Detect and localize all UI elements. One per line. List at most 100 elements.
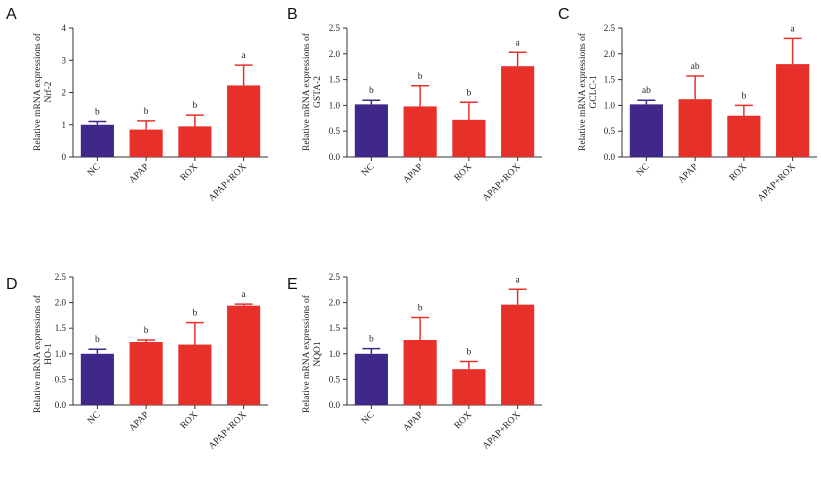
panel-a-ytick-label: 1 (62, 120, 67, 130)
panel-b-category-label: NC (360, 162, 376, 178)
panel-d-significance-label: a (242, 290, 247, 300)
panel-b-plot: 0.0 0.5 1.0 1.5 2.0 2.5 b NC b APAP b ROX a APAP+ROX (329, 23, 542, 204)
panel-c-bar (629, 104, 663, 157)
panel-e-ylabel-line2: NQO1 (313, 341, 323, 367)
panel-a-ylabel-line2: Nrf-2 (43, 81, 54, 102)
panel-b-category-label: APAP+ROX (481, 162, 523, 204)
panel-b-bar (403, 106, 437, 157)
panel-b-ylabel-line2: GSTA-2 (313, 76, 323, 108)
panel-c-ylabel-line1: Relative mRNA expressions of (577, 32, 588, 151)
panel-c-ytick-label: 0.5 (604, 126, 616, 136)
panel-c-ytick-label: 1.5 (604, 75, 616, 85)
panel-a-category-label: APAP (128, 162, 152, 186)
panel-c-bar (727, 115, 761, 157)
panel-a-ytick-label: 3 (62, 55, 67, 65)
panel-b-category-label: APAP (402, 162, 426, 186)
panel-c-bar (776, 64, 810, 157)
panel-d-ytick-label: 1.5 (55, 323, 67, 333)
panel-e-ytick-label: 2.5 (329, 272, 341, 282)
panel-e-significance-label: b (369, 335, 374, 345)
panel-d-significance-label: b (144, 326, 149, 336)
panel-b-ylabel-line1: Relative mRNA expressions of (301, 32, 312, 151)
panel-a-bar (129, 129, 163, 157)
panel-a-category-label: ROX (179, 162, 200, 183)
panel-b-ytick-label: 0.5 (329, 126, 341, 136)
panel-c-significance-label: ab (642, 86, 651, 96)
panel-c-plot: 0.0 0.5 1.0 1.5 2.0 2.5 ab NC ab APAP b ROX a APAP+RO… (604, 23, 817, 204)
panel-c-ytick-label: 0.0 (604, 152, 616, 162)
panel-b-ytick-label: 0.0 (329, 152, 341, 162)
panel-a-significance-label: b (144, 107, 149, 117)
panel-e-ytick-label: 1.0 (329, 349, 341, 359)
panel-d-ytick-label: 1.0 (55, 349, 67, 359)
panel-d-bar (129, 342, 163, 405)
panel-e-plot: 0.0 0.5 1.0 1.5 2.0 2.5 b NC b APAP b ROX a APAP+ROX (329, 272, 542, 452)
panel-a-ytick-label: 4 (62, 23, 67, 33)
panel-e-category-label: APAP (402, 410, 426, 434)
panel-b-bar (354, 104, 388, 157)
panel-c-ytick-label: 1.0 (604, 100, 616, 110)
panel-c-bar (678, 99, 712, 157)
panel-b-letter: B (287, 6, 298, 23)
panel-e-ytick-label: 0.5 (329, 374, 341, 384)
panel-d-letter: D (6, 276, 18, 293)
panel-b-category-label: ROX (453, 162, 474, 183)
panel-e-ylabel-line1: Relative mRNA expressions of (301, 294, 312, 413)
panel-d-significance-label: b (95, 335, 100, 345)
panel-a-category-label: APAP+ROX (207, 162, 249, 204)
panel-e-significance-label: b (418, 303, 423, 313)
panel-e-bar (452, 369, 486, 405)
panel-e-bar (354, 353, 388, 405)
panel-d-ytick-label: 2.0 (55, 298, 67, 308)
panel-a-significance-label: b (193, 101, 198, 111)
panel-c-letter: C (558, 6, 570, 23)
panel-a-ytick-label: 2 (62, 88, 67, 98)
panel-c-category-label: APAP (677, 162, 701, 186)
panel-d-ytick-label: 2.5 (55, 272, 67, 282)
panel-e-ytick-label: 0.0 (329, 400, 341, 410)
panel-e-category-label: ROX (453, 410, 474, 431)
panel-b-bar (452, 119, 486, 157)
panel-e-significance-label: b (467, 347, 472, 357)
panel-a-significance-label: b (95, 108, 100, 118)
panel-a-ytick-label: 0 (62, 152, 67, 162)
panel-e-ytick-label: 1.5 (329, 323, 341, 333)
panel-d-bar (178, 344, 212, 405)
panel-e-letter: E (287, 276, 298, 293)
panel-b-ytick-label: 2.0 (329, 49, 341, 59)
panel-e-significance-label: a (516, 275, 521, 285)
panel-a-bar (227, 85, 261, 157)
panel-a-significance-label: a (242, 51, 247, 61)
panel-e-category-label: NC (360, 410, 376, 426)
panel-b-ytick-label: 1.5 (329, 75, 341, 85)
panel-e-bar (501, 304, 535, 405)
panel-c-ytick-label: 2.5 (604, 23, 616, 33)
panel-c-category-label: ROX (728, 162, 749, 183)
panel-c-significance-label: a (791, 24, 796, 34)
panel-d-ylabel-line1: Relative mRNA expressions of (32, 294, 43, 413)
panel-b-bar (501, 66, 535, 157)
panel-c-ytick-label: 2.0 (604, 49, 616, 59)
panel-b-ytick-label: 1.0 (329, 100, 341, 110)
panel-e-bar (403, 339, 437, 405)
panel-d-category-label: APAP+ROX (207, 410, 249, 452)
panel-d-plot: 0.0 0.5 1.0 1.5 2.0 2.5 b NC b APAP b ROX a APAP+ROX (55, 272, 268, 452)
panel-d-ytick-label: 0.0 (55, 400, 67, 410)
panel-b-significance-label: b (418, 72, 423, 82)
panel-b-ytick-label: 2.5 (329, 23, 341, 33)
panel-a-category-label: NC (86, 162, 102, 178)
panel-c-category-label: NC (635, 162, 651, 178)
panel-b-significance-label: b (467, 88, 472, 98)
panel-d-ytick-label: 0.5 (55, 374, 67, 384)
panel-b: B Relative mRNA expressions of GSTA-2 0.… (287, 6, 542, 204)
panel-d: D Relative mRNA expressions of HO-1 0.00… (6, 272, 268, 452)
panel-a-plot: 0 1 2 3 4 b NC b APAP b ROX a APAP+ROX (62, 23, 268, 204)
panel-a-bar (80, 124, 114, 157)
panel-d-category-label: APAP (128, 410, 152, 434)
panel-a-letter: A (6, 6, 17, 23)
panel-c-significance-label: ab (691, 62, 700, 72)
panel-e: E Relative mRNA expressions of NQO1 0.0 0… (287, 272, 542, 452)
panel-c-category-label: APAP+ROX (756, 162, 798, 204)
panel-d-bar (80, 353, 114, 405)
